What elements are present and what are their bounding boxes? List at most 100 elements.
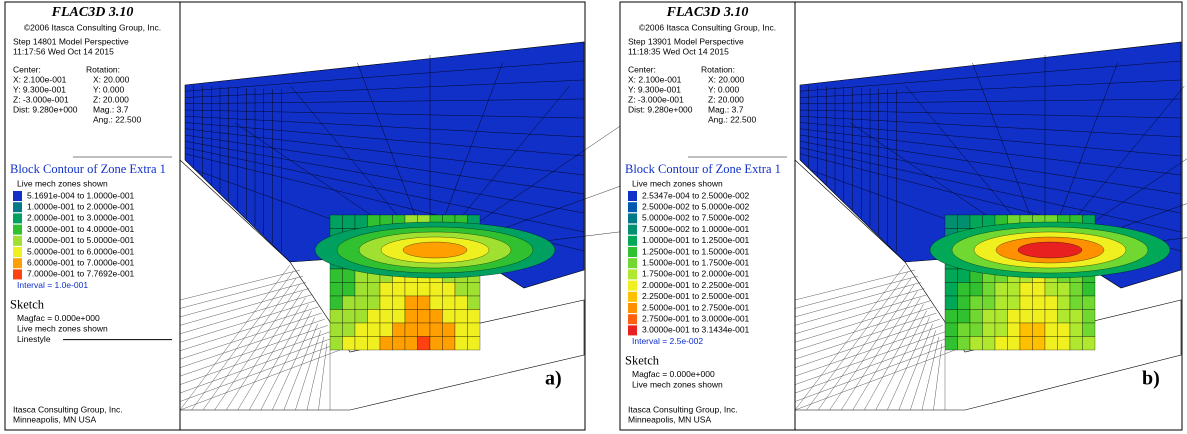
zone <box>392 336 406 351</box>
zone <box>379 336 393 351</box>
legend-label: 5.1691e-004 to 1.0000e-001 <box>27 190 135 200</box>
legend-swatch <box>628 224 637 235</box>
zone <box>1069 309 1083 324</box>
zone <box>994 309 1008 324</box>
mesh-line <box>179 325 328 377</box>
zone <box>467 336 481 351</box>
center-heading: Center: <box>628 64 656 74</box>
surface-line <box>184 98 585 104</box>
legend-swatch <box>628 202 637 213</box>
legend-label: 1.7500e-001 to 2.0000e-001 <box>642 269 750 279</box>
surface-line <box>799 79 1182 98</box>
zone <box>342 336 356 351</box>
mesh-line <box>794 343 952 402</box>
zone <box>1032 336 1046 351</box>
zone <box>957 268 971 283</box>
zone <box>429 295 443 310</box>
mesh-line <box>794 312 937 360</box>
zone <box>379 295 393 310</box>
zone <box>1032 309 1046 324</box>
contour-note: Live mech zones shown <box>632 178 723 188</box>
zone <box>342 295 356 310</box>
rotation-line: Z: 20.000 <box>93 94 129 104</box>
mesh-line <box>202 277 297 411</box>
mesh-line <box>260 310 312 411</box>
legend-swatch <box>13 247 22 257</box>
footer-line: Itasca Consulting Group, Inc. <box>13 404 123 414</box>
zone <box>994 282 1008 297</box>
legend-swatch <box>628 291 637 302</box>
zone <box>1082 322 1096 337</box>
center-line: X: 2.100e-001 <box>13 74 67 84</box>
zone <box>1044 282 1058 297</box>
zone <box>1044 309 1058 324</box>
zone <box>417 295 431 310</box>
zone <box>467 282 481 297</box>
legend-swatch <box>13 258 22 269</box>
mesh-line <box>864 304 924 411</box>
zone <box>982 282 996 297</box>
zone <box>467 309 481 324</box>
zone <box>1044 295 1058 310</box>
contour-title: Block Contour of Zone Extra 1 <box>625 162 781 176</box>
surface-line <box>799 109 1182 119</box>
zone <box>442 336 456 351</box>
legend-swatch <box>628 303 637 313</box>
zone <box>994 295 1008 310</box>
legend-label: 7.0000e-001 to 7.7692e-001 <box>27 269 135 279</box>
time: 11:17:56 Wed Oct 14 2015 <box>13 46 114 56</box>
zone <box>379 309 393 324</box>
legend-swatch <box>13 202 22 213</box>
legend-label: 4.0000e-001 to 5.0000e-001 <box>27 235 135 245</box>
legend-swatch <box>13 235 22 246</box>
zone <box>982 309 996 324</box>
surface-line <box>799 141 1182 214</box>
zone <box>944 322 958 337</box>
zone <box>442 322 456 337</box>
sketch-line: Linestyle <box>17 334 51 344</box>
zone <box>944 336 958 351</box>
rotation-line: Ang.: 22.500 <box>708 114 756 124</box>
zone <box>329 309 343 324</box>
zone <box>342 282 356 297</box>
mesh-line <box>829 284 915 411</box>
center-line: Y: 9.300e-001 <box>13 84 66 94</box>
zone <box>342 214 356 229</box>
zone <box>944 268 958 283</box>
rotation-heading: Rotation: <box>701 64 735 74</box>
zone <box>1044 322 1058 337</box>
mesh-line <box>191 271 294 411</box>
zone <box>969 322 983 337</box>
step: Step 14801 Model Perspective <box>13 36 129 46</box>
mesh-line <box>306 336 325 411</box>
contour-ring <box>1017 241 1083 259</box>
zone <box>392 309 406 324</box>
mesh-line <box>179 349 341 411</box>
info-pane <box>4 1 181 431</box>
rotation-line: Ang.: 22.500 <box>93 114 141 124</box>
zone <box>379 322 393 337</box>
mesh-line <box>179 343 337 402</box>
mesh-line <box>794 306 934 351</box>
legend-swatch <box>13 224 22 235</box>
zone <box>329 295 343 310</box>
zone <box>1007 322 1021 337</box>
mesh-line <box>921 336 940 411</box>
legend-label: 2.5000e-001 to 2.7500e-001 <box>642 302 750 312</box>
zone <box>429 282 443 297</box>
zone <box>329 336 343 351</box>
time: 11:18:35 Wed Oct 14 2015 <box>628 46 729 56</box>
rotation-line: Mag.: 3.7 <box>93 104 129 114</box>
mesh-line <box>179 294 313 335</box>
zone <box>367 336 381 351</box>
zone <box>404 322 418 337</box>
zone <box>1019 336 1033 351</box>
zone <box>969 309 983 324</box>
legend-label: 3.0000e-001 to 4.0000e-001 <box>27 224 135 234</box>
zone <box>1069 322 1083 337</box>
zone <box>367 282 381 297</box>
mesh-line <box>794 294 928 335</box>
contour-title: Block Contour of Zone Extra 1 <box>10 162 166 176</box>
mesh-line <box>272 317 315 411</box>
mesh-line <box>179 331 331 385</box>
